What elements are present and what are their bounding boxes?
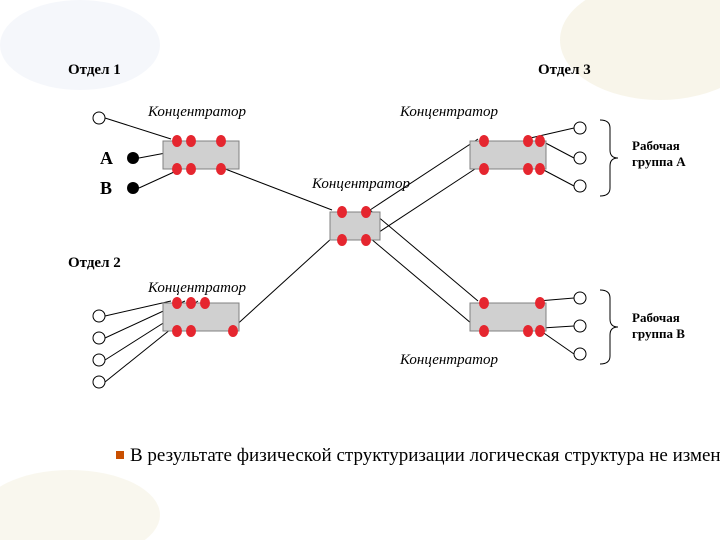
- label-hub-mid: Концентратор: [312, 176, 410, 193]
- label-hub-tr: Концентратор: [400, 104, 498, 121]
- label-wgA1: Рабочая: [632, 138, 680, 154]
- label-wgB1: Рабочая: [632, 310, 680, 326]
- bullet-icon: [116, 451, 124, 459]
- label-dept2: Отдел 2: [68, 255, 121, 272]
- label-dept3: Отдел 3: [538, 62, 591, 79]
- label-wgA2: группа А: [632, 154, 686, 170]
- label-hub-br: Концентратор: [400, 352, 498, 369]
- label-A: А: [100, 148, 113, 169]
- label-hub-bl: Концентратор: [148, 280, 246, 297]
- label-wgB2: группа В: [632, 326, 685, 342]
- caption: В результате физической структуризации л…: [116, 444, 636, 468]
- label-dept1: Отдел 1: [68, 62, 121, 79]
- label-B: В: [100, 178, 112, 199]
- caption-text: В результате физической структуризации л…: [130, 445, 720, 466]
- label-hub-tl: Концентратор: [148, 104, 246, 121]
